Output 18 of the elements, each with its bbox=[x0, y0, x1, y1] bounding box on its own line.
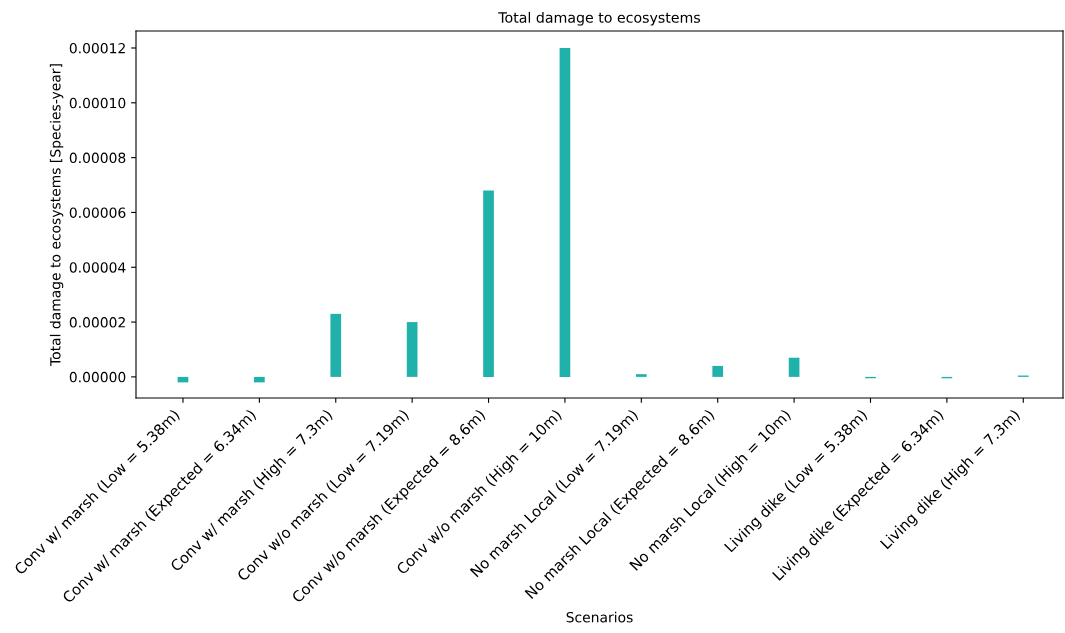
y-tick-label: 0.00010 bbox=[69, 97, 126, 109]
y-tick-label: 0.00006 bbox=[69, 207, 126, 218]
bar bbox=[559, 47, 571, 377]
bar bbox=[788, 357, 800, 377]
x-axis-title: Scenarios bbox=[566, 611, 633, 623]
chart-title: Total damage to ecosystems bbox=[498, 11, 701, 26]
bar bbox=[635, 374, 647, 377]
bar bbox=[712, 365, 724, 377]
bar bbox=[406, 322, 418, 377]
y-tick-label: 0.00004 bbox=[69, 262, 126, 273]
y-tick-label: 0.00008 bbox=[69, 152, 126, 164]
bar bbox=[254, 376, 265, 383]
bar bbox=[483, 190, 494, 377]
y-tick-label: 0.00000 bbox=[69, 371, 126, 383]
y-tick-label: 0.00002 bbox=[69, 317, 125, 328]
y-tick-label: 0.00012 bbox=[69, 42, 125, 54]
y-axis-title: Total damage to ecosystems [Species-year] bbox=[49, 64, 64, 367]
bar bbox=[330, 313, 342, 377]
